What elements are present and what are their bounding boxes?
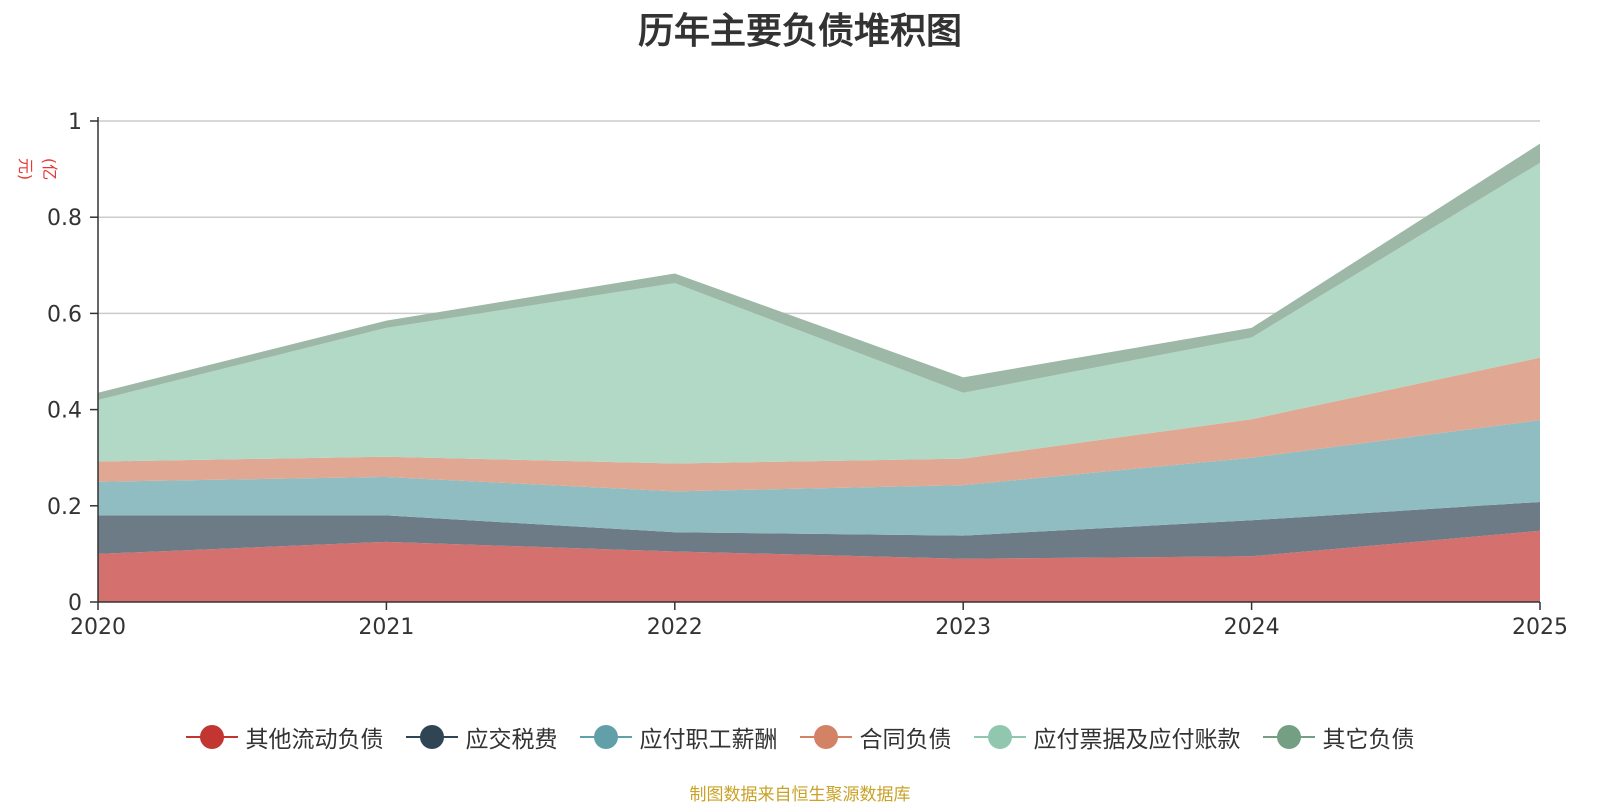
x-tick-label-3: 2023 (935, 615, 991, 640)
x-tick-label-2: 2022 (647, 615, 703, 640)
chart-title: 历年主要负债堆积图 (637, 11, 962, 52)
legend-marker-icon (405, 724, 458, 750)
legend-item-4[interactable]: 应付票据及应付账款 (973, 720, 1241, 754)
area-series-1 (98, 501, 1540, 559)
y-tick-label-2: 0.4 (47, 399, 82, 424)
legend-item-2[interactable]: 应付职工薪酬 (579, 720, 778, 754)
y-tick-label-3: 0.6 (47, 302, 82, 327)
legend-marker-icon (799, 724, 852, 750)
y-tick-label-1: 0.2 (47, 495, 82, 520)
legend-label: 应付职工薪酬 (639, 727, 778, 753)
legend-item-3[interactable]: 合同负债 (799, 720, 952, 754)
y-tick-label-0: 0 (68, 591, 82, 616)
legend-label: 合同负债 (859, 727, 952, 753)
axes: 0 0.2 0.4 0.6 0.8 1 2020 2021 2022 2023 2024 2025 (47, 110, 1568, 640)
legend-item-1[interactable]: 应交税费 (405, 720, 558, 754)
area-series-0 (98, 530, 1540, 602)
area-series-4 (98, 162, 1540, 464)
legend-item-0[interactable]: 其他流动负债 (185, 720, 384, 754)
stacked-area-chart: 0 0.2 0.4 0.6 0.8 1 2020 2021 2022 2023 2024 2025 (47, 110, 1568, 640)
x-tick-label-1: 2021 (358, 615, 414, 640)
legend-marker-icon (185, 724, 238, 750)
x-tick-label-4: 2024 (1224, 615, 1280, 640)
legend-label: 应交税费 (465, 727, 558, 753)
area-series-2 (98, 420, 1540, 536)
area-series-3 (98, 357, 1540, 492)
x-tick-label-0: 2020 (70, 615, 126, 640)
legend-label: 其它负债 (1322, 727, 1415, 753)
legend-marker-icon (973, 724, 1026, 750)
y-tick-label-5: 1 (68, 110, 82, 135)
legend-marker-icon (1262, 724, 1315, 750)
legend-label: 应付票据及应付账款 (1033, 727, 1241, 753)
area-series (98, 143, 1540, 602)
legend-item-5[interactable]: 其它负债 (1262, 720, 1415, 754)
legend-marker-icon (579, 724, 632, 750)
legend-label: 其他流动负债 (245, 727, 384, 753)
y-tick-label-4: 0.8 (47, 206, 82, 231)
x-tick-label-5: 2025 (1512, 615, 1568, 640)
legend: 其他流动负债 应交税费 应付职工薪酬 合同负债 应付票据及应付账款 其它负债 (0, 720, 1600, 754)
source-note: 制图数据来自恒生聚源数据库 (689, 785, 911, 805)
